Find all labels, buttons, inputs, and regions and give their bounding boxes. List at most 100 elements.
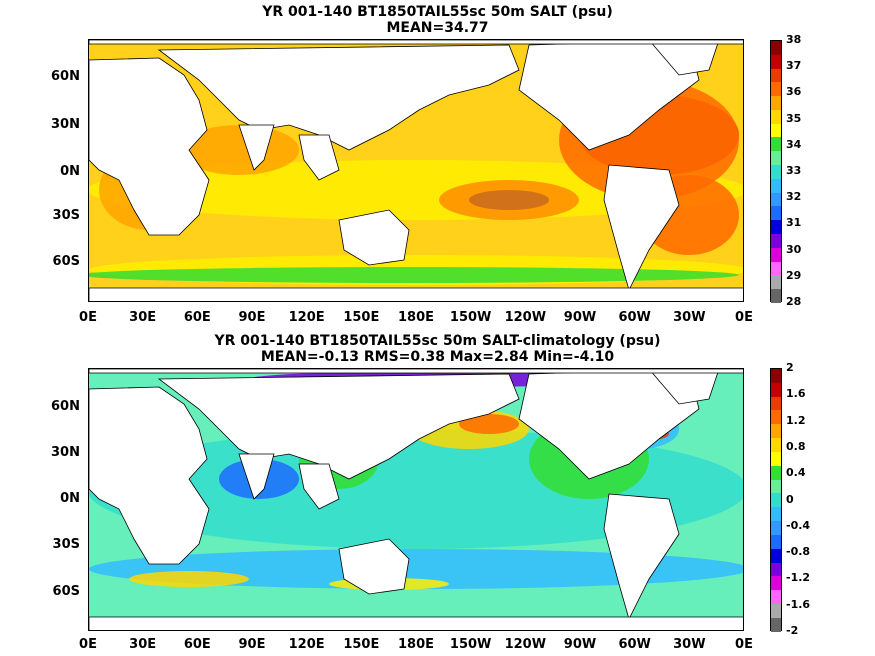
- colorbar-swatch: [771, 451, 781, 466]
- colorbar-swatch: [771, 493, 781, 508]
- bottom-ytick-30n: 30N: [51, 445, 80, 460]
- value-region: [89, 267, 739, 283]
- x-tick-label: 30E: [129, 310, 157, 325]
- colorbar-swatch: [771, 54, 781, 69]
- top-colorbar: [770, 40, 782, 303]
- x-tick-label: 120E: [288, 637, 325, 652]
- colorbar-swatch: [771, 82, 781, 97]
- bottom-ytick-60s: 60S: [52, 584, 80, 599]
- colorbar-swatch: [771, 206, 781, 221]
- colorbar-tick-label: 30: [786, 242, 802, 256]
- colorbar-swatch: [771, 479, 781, 494]
- colorbar-tick-label: 2: [786, 361, 794, 374]
- x-tick-label: 0E: [735, 310, 753, 325]
- colorbar-tick-label: 28: [786, 295, 802, 308]
- colorbar-swatch: [771, 151, 781, 166]
- colorbar-swatch: [771, 438, 781, 452]
- top-ytick-0n: 0N: [60, 164, 80, 179]
- land-mask: [157, 44, 520, 151]
- top-ytick-60n: 60N: [51, 69, 80, 84]
- land-mask: [338, 538, 410, 595]
- x-tick-label: 30E: [129, 637, 157, 652]
- land-mask: [238, 453, 275, 500]
- colorbar-swatch: [771, 382, 781, 397]
- colorbar-swatch: [771, 137, 781, 152]
- colorbar-swatch: [771, 410, 781, 425]
- bottom-anomaly-map: [88, 368, 744, 631]
- map-bottom-svg: [89, 369, 743, 630]
- bottom-title-line2: MEAN=-0.13 RMS=0.38 Max=2.84 Min=-4.10: [260, 349, 615, 365]
- x-tick-label: 150E: [343, 637, 380, 652]
- colorbar-swatch: [771, 109, 781, 124]
- colorbar-swatch: [771, 178, 781, 193]
- colorbar-tick-label: -0.8: [786, 545, 811, 559]
- x-tick-label: 60W: [618, 310, 651, 325]
- x-tick-label: 0E: [735, 637, 753, 652]
- colorbar-swatch: [771, 233, 781, 248]
- colorbar-swatch: [771, 192, 781, 207]
- top-ytick-30n: 30N: [51, 117, 80, 132]
- x-tick-label: 90W: [563, 310, 597, 325]
- colorbar-swatch: [771, 96, 781, 110]
- land-mask: [89, 57, 210, 236]
- colorbar-swatch: [771, 275, 781, 290]
- x-tick-label: 180E: [397, 637, 435, 652]
- top-ytick-30s: 30S: [52, 208, 80, 223]
- colorbar-swatch: [771, 465, 781, 480]
- land-mask: [89, 386, 210, 565]
- colorbar-tick-label: -2: [786, 624, 799, 637]
- x-tick-label: 60E: [183, 310, 211, 325]
- value-region: [89, 549, 743, 589]
- bottom-ytick-60n: 60N: [51, 399, 80, 414]
- colorbar-swatch: [771, 590, 781, 605]
- top-salinity-map: [88, 39, 744, 302]
- colorbar-tick-label: 32: [786, 190, 802, 204]
- colorbar-tick-label: 38: [786, 33, 802, 46]
- colorbar-swatch: [771, 521, 781, 535]
- colorbar-swatch: [771, 507, 781, 522]
- x-tick-label: 60E: [183, 637, 211, 652]
- x-tick-label: 150W: [449, 637, 492, 652]
- colorbar-swatch: [771, 534, 781, 549]
- land-mask: [89, 369, 743, 374]
- land-mask: [338, 209, 410, 266]
- colorbar-swatch: [771, 617, 781, 632]
- colorbar-swatch: [771, 165, 781, 179]
- colorbar-swatch: [771, 261, 781, 276]
- x-tick-label: 30W: [673, 310, 706, 325]
- colorbar-swatch: [771, 289, 781, 303]
- colorbar-swatch: [771, 369, 781, 383]
- colorbar-swatch: [771, 604, 781, 618]
- x-tick-label: 90W: [563, 637, 597, 652]
- top-ytick-60s: 60S: [52, 254, 80, 269]
- value-region: [469, 190, 549, 210]
- colorbar-tick-label: 29: [786, 268, 802, 282]
- colorbar-tick-label: 34: [786, 137, 802, 151]
- bottom-ytick-0n: 0N: [60, 491, 80, 506]
- x-tick-label: 60W: [618, 637, 651, 652]
- x-tick-label: 90E: [238, 310, 266, 325]
- land-mask: [157, 373, 520, 480]
- x-tick-label: 0E: [79, 637, 97, 652]
- top-title-line1: YR 001-140 BT1850TAIL55sc 50m SALT (psu): [262, 4, 613, 20]
- x-tick-label: 180E: [397, 310, 435, 325]
- value-region: [129, 571, 249, 587]
- colorbar-tick-label: -1.6: [786, 597, 811, 611]
- colorbar-tick-label: -1.2: [786, 571, 811, 585]
- colorbar-tick-label: 0.4: [786, 466, 806, 480]
- colorbar-swatch: [771, 424, 781, 439]
- bottom-ytick-30s: 30S: [52, 537, 80, 552]
- value-region: [459, 414, 519, 434]
- colorbar-tick-label: 0: [786, 492, 794, 506]
- land-mask: [89, 616, 743, 630]
- top-title-line2: MEAN=34.77: [386, 20, 489, 36]
- colorbar-swatch: [771, 576, 781, 591]
- land-mask: [89, 40, 743, 45]
- colorbar-tick-label: 37: [786, 59, 802, 73]
- x-tick-label: 120W: [504, 637, 547, 652]
- colorbar-swatch: [771, 68, 781, 83]
- colorbar-swatch: [771, 123, 781, 138]
- colorbar-swatch: [771, 247, 781, 262]
- colorbar-swatch: [771, 220, 781, 234]
- land-mask: [603, 164, 680, 292]
